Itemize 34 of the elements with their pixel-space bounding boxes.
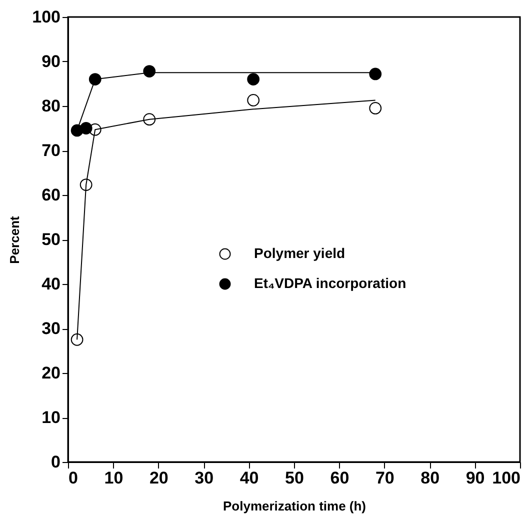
x-tick-label: 0 — [68, 468, 78, 488]
x-tick-label: 20 — [149, 468, 168, 488]
point — [369, 68, 382, 80]
legend-label: Et₄VDPA incorporation — [254, 275, 406, 291]
x-tick-label: 70 — [375, 468, 394, 488]
point — [369, 102, 382, 114]
x-tick-label: 80 — [420, 468, 440, 488]
y-tick-label: 80 — [42, 96, 60, 116]
x-axis-title: Polymerization time (h) — [222, 498, 366, 514]
y-axis-title: Percent — [7, 215, 22, 264]
legend-label: Polymer yield — [254, 245, 346, 261]
y-tick-label: 20 — [42, 364, 60, 382]
x-tick-label: 40 — [240, 468, 259, 488]
x-tick-label: 50 — [285, 468, 304, 488]
point — [247, 73, 260, 86]
y-tick-label: 60 — [42, 186, 60, 204]
y-tick-label: 100 — [32, 8, 60, 26]
y-tick-label: 10 — [42, 408, 60, 427]
y-tick-label: 70 — [42, 141, 60, 160]
point — [70, 333, 84, 346]
y-tick-label: 90 — [42, 52, 60, 71]
point — [80, 122, 92, 134]
point — [143, 65, 156, 78]
y-tick-label: 50 — [42, 230, 60, 249]
y-tick-label: 40 — [42, 274, 60, 294]
x-tick-label: 90 — [466, 468, 485, 488]
x-tick-label: 10 — [104, 468, 124, 488]
y-tick-label: 0 — [51, 452, 60, 472]
x-tick-label: 60 — [330, 468, 350, 488]
point — [247, 94, 260, 106]
x-tick-label: 30 — [194, 468, 214, 488]
x-tick-label: 100 — [492, 468, 520, 488]
y-tick-label: 30 — [42, 319, 60, 338]
point — [88, 73, 102, 86]
